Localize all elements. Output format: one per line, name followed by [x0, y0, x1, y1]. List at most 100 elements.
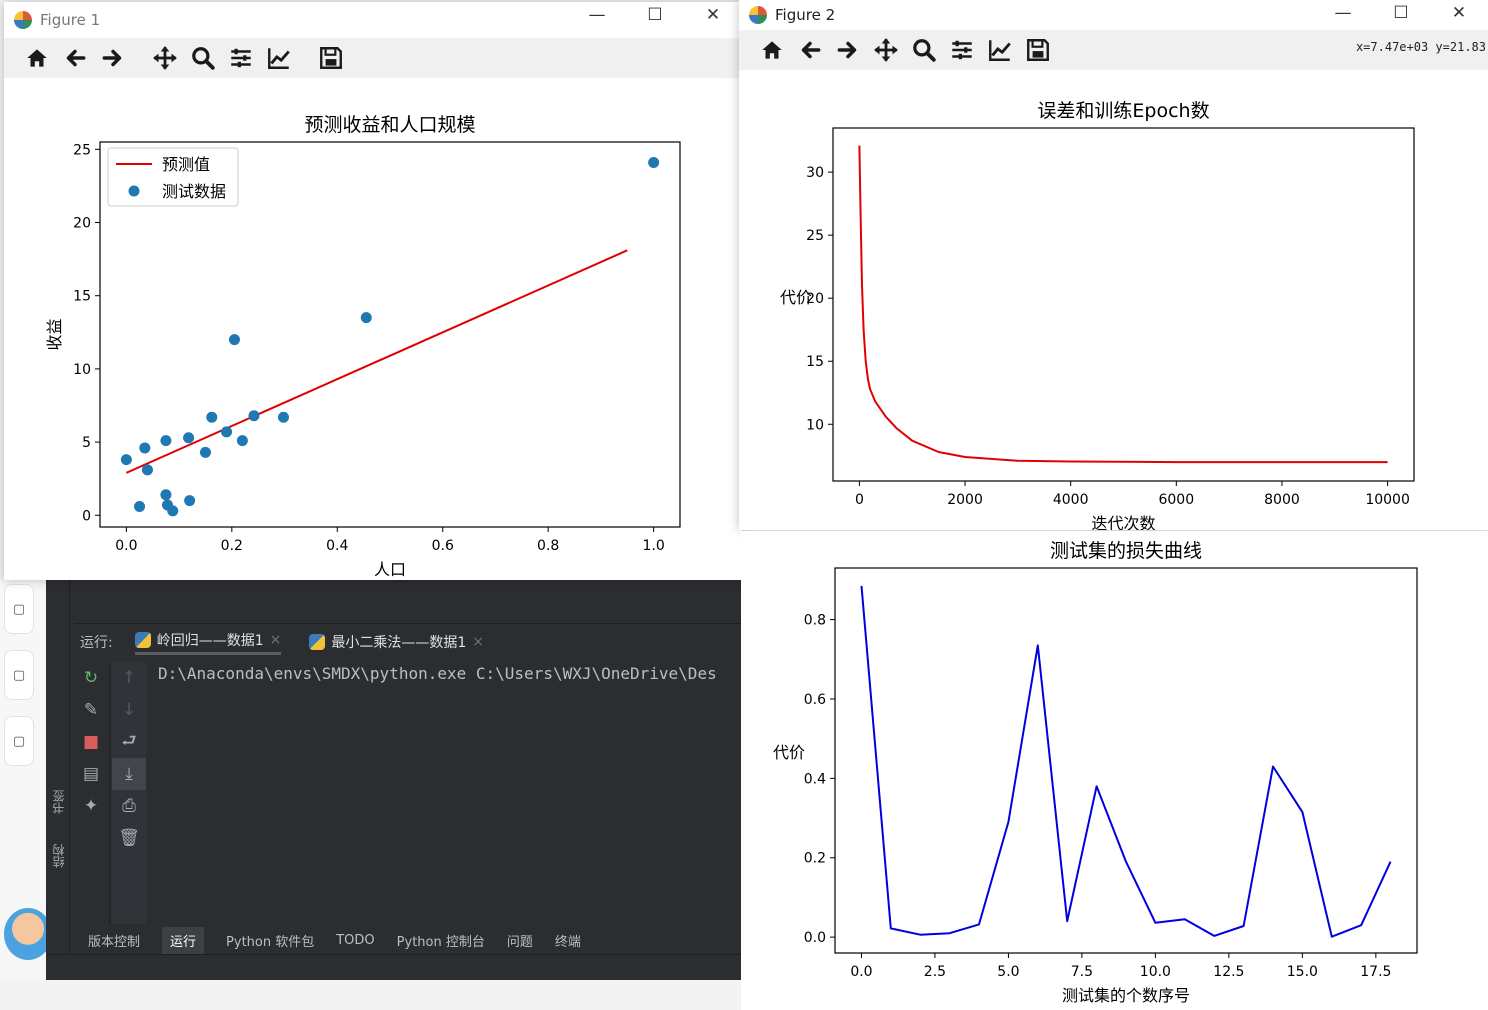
data-point: [221, 426, 233, 438]
console-actions: ↑ ↓ ⮐ ⤓ ⎙ 🗑: [112, 662, 146, 924]
console-output[interactable]: D:\Anaconda\envs\SMDX\python.exe C:\User…: [158, 664, 717, 683]
scroll-to-end-icon[interactable]: ⤓: [112, 758, 146, 790]
x-tick-label: 4000: [1053, 492, 1089, 508]
close-icon[interactable]: ×: [472, 634, 485, 650]
left-side-panel: ▢ ▢ ▢: [0, 580, 46, 980]
run-tab-ridge[interactable]: 岭回归——数据1 ×: [134, 630, 282, 655]
zoom-icon[interactable]: [905, 33, 943, 67]
save-icon[interactable]: [1019, 33, 1057, 67]
plot-area: [834, 567, 1418, 954]
legend-point-swatch: [128, 185, 140, 197]
ide-left-strip: [46, 580, 70, 980]
data-point: [206, 411, 218, 423]
structure-label[interactable]: 结构: [52, 844, 66, 868]
print-icon[interactable]: ⎙: [122, 796, 136, 816]
window-controls: — ☐ ✕: [1314, 0, 1488, 30]
run-actions: ↻ ✎ ■ ▤ ✦: [74, 662, 110, 924]
zoom-icon[interactable]: [184, 41, 222, 75]
back-icon[interactable]: [791, 33, 829, 67]
bookmarks-label[interactable]: 书签: [52, 790, 66, 814]
x-tick-label: 10000: [1365, 492, 1410, 508]
x-tick-label: 1.0: [643, 538, 665, 554]
layout-icon[interactable]: ▤: [82, 764, 100, 784]
close-button[interactable]: ✕: [1451, 3, 1467, 23]
legend-label: 预测值: [162, 155, 210, 174]
python-packages-tab[interactable]: Python 软件包: [226, 934, 315, 950]
y-tick-label: 20: [73, 216, 91, 232]
legend-label: 测试数据: [162, 182, 226, 201]
chat-icon[interactable]: ▢: [4, 584, 34, 634]
home-icon[interactable]: [753, 33, 791, 67]
data-point: [228, 334, 240, 346]
pan-icon[interactable]: [146, 41, 184, 75]
x-tick-label: 0.2: [221, 538, 243, 554]
y-tick-label: 10: [806, 417, 824, 433]
close-icon[interactable]: ×: [269, 631, 282, 648]
y-tick-label: 25: [806, 228, 824, 244]
data-point: [360, 312, 372, 324]
y-tick-label: 0.2: [804, 851, 826, 867]
minimize-button[interactable]: —: [588, 5, 606, 25]
data-point: [160, 489, 172, 501]
back-icon[interactable]: [56, 41, 94, 75]
forward-icon[interactable]: [829, 33, 867, 67]
y-tick-label: 5: [82, 435, 91, 451]
x-tick-label: 0: [855, 492, 864, 508]
data-point: [120, 454, 132, 466]
run-tab-least-squares[interactable]: 最小二乘法——数据1 ×: [309, 632, 484, 652]
pin-icon[interactable]: ✦: [83, 796, 99, 816]
edit-axis-icon[interactable]: [981, 33, 1019, 67]
chat-icon[interactable]: ▢: [4, 650, 34, 700]
trash-icon[interactable]: 🗑: [118, 828, 140, 848]
avatar[interactable]: [4, 908, 52, 960]
y-tick-label: 0.0: [804, 930, 826, 946]
figure2-toolbar: x=7.47e+03 y=21.83: [739, 30, 1488, 70]
x-tick-label: 2000: [947, 492, 983, 508]
window-controls: — ☐ ✕: [568, 2, 742, 32]
run-tab[interactable]: 运行: [162, 926, 205, 954]
arrow-up-icon[interactable]: ↑: [121, 668, 137, 688]
chart-title: 测试集的损失曲线: [1050, 540, 1202, 562]
soft-wrap-icon[interactable]: ⮐: [121, 730, 137, 751]
configure-subplots-icon[interactable]: [222, 41, 260, 75]
run-tab-label: 最小二乘法——数据1: [331, 635, 467, 651]
maximize-button[interactable]: ☐: [647, 5, 663, 25]
x-tick-label: 0.6: [432, 538, 454, 554]
x-tick-label: 5.0: [997, 964, 1019, 980]
x-tick-label: 7.5: [1071, 964, 1093, 980]
wrench-icon[interactable]: ✎: [83, 700, 99, 720]
plot-area: [832, 127, 1415, 482]
configure-subplots-icon[interactable]: [943, 33, 981, 67]
data-point: [167, 505, 179, 517]
save-icon[interactable]: [312, 41, 350, 75]
version-control-tab[interactable]: 版本控制: [88, 934, 141, 950]
chart-title: 误差和训练Epoch数: [1037, 100, 1209, 122]
forward-icon[interactable]: [94, 41, 132, 75]
figure2-window: Figure 2 — ☐ ✕ x=7.47e+03 y=21.83 0 2000 4…: [739, 0, 1488, 530]
y-axis-label: 收益: [45, 318, 64, 350]
y-tick-label: 15: [73, 289, 91, 305]
terminal-tab[interactable]: 终端: [554, 934, 581, 950]
minimize-button[interactable]: —: [1334, 3, 1352, 23]
pan-icon[interactable]: [867, 33, 905, 67]
problems-tab[interactable]: 问题: [506, 934, 533, 950]
close-button[interactable]: ✕: [705, 5, 721, 25]
maximize-button[interactable]: ☐: [1393, 3, 1409, 23]
run-tab-label: 岭回归——数据1: [156, 632, 264, 649]
x-tick-label: 12.5: [1213, 964, 1244, 980]
home-icon[interactable]: [18, 41, 56, 75]
x-tick-label: 10.0: [1140, 964, 1171, 980]
matplotlib-logo-icon: [749, 6, 767, 24]
python-console-tab[interactable]: Python 控制台: [396, 934, 485, 950]
data-point: [183, 432, 195, 444]
stop-icon[interactable]: ■: [82, 732, 100, 752]
arrow-down-icon[interactable]: ↓: [121, 700, 137, 720]
side-labels: 书签 结构: [50, 790, 68, 898]
todo-tab[interactable]: TODO: [336, 932, 375, 948]
data-point: [236, 435, 248, 447]
chart-title: 预测收益和人口规模: [304, 114, 475, 136]
chat-icon[interactable]: ▢: [4, 716, 34, 766]
rerun-icon[interactable]: ↻: [83, 668, 99, 688]
edit-axis-icon[interactable]: [260, 41, 298, 75]
